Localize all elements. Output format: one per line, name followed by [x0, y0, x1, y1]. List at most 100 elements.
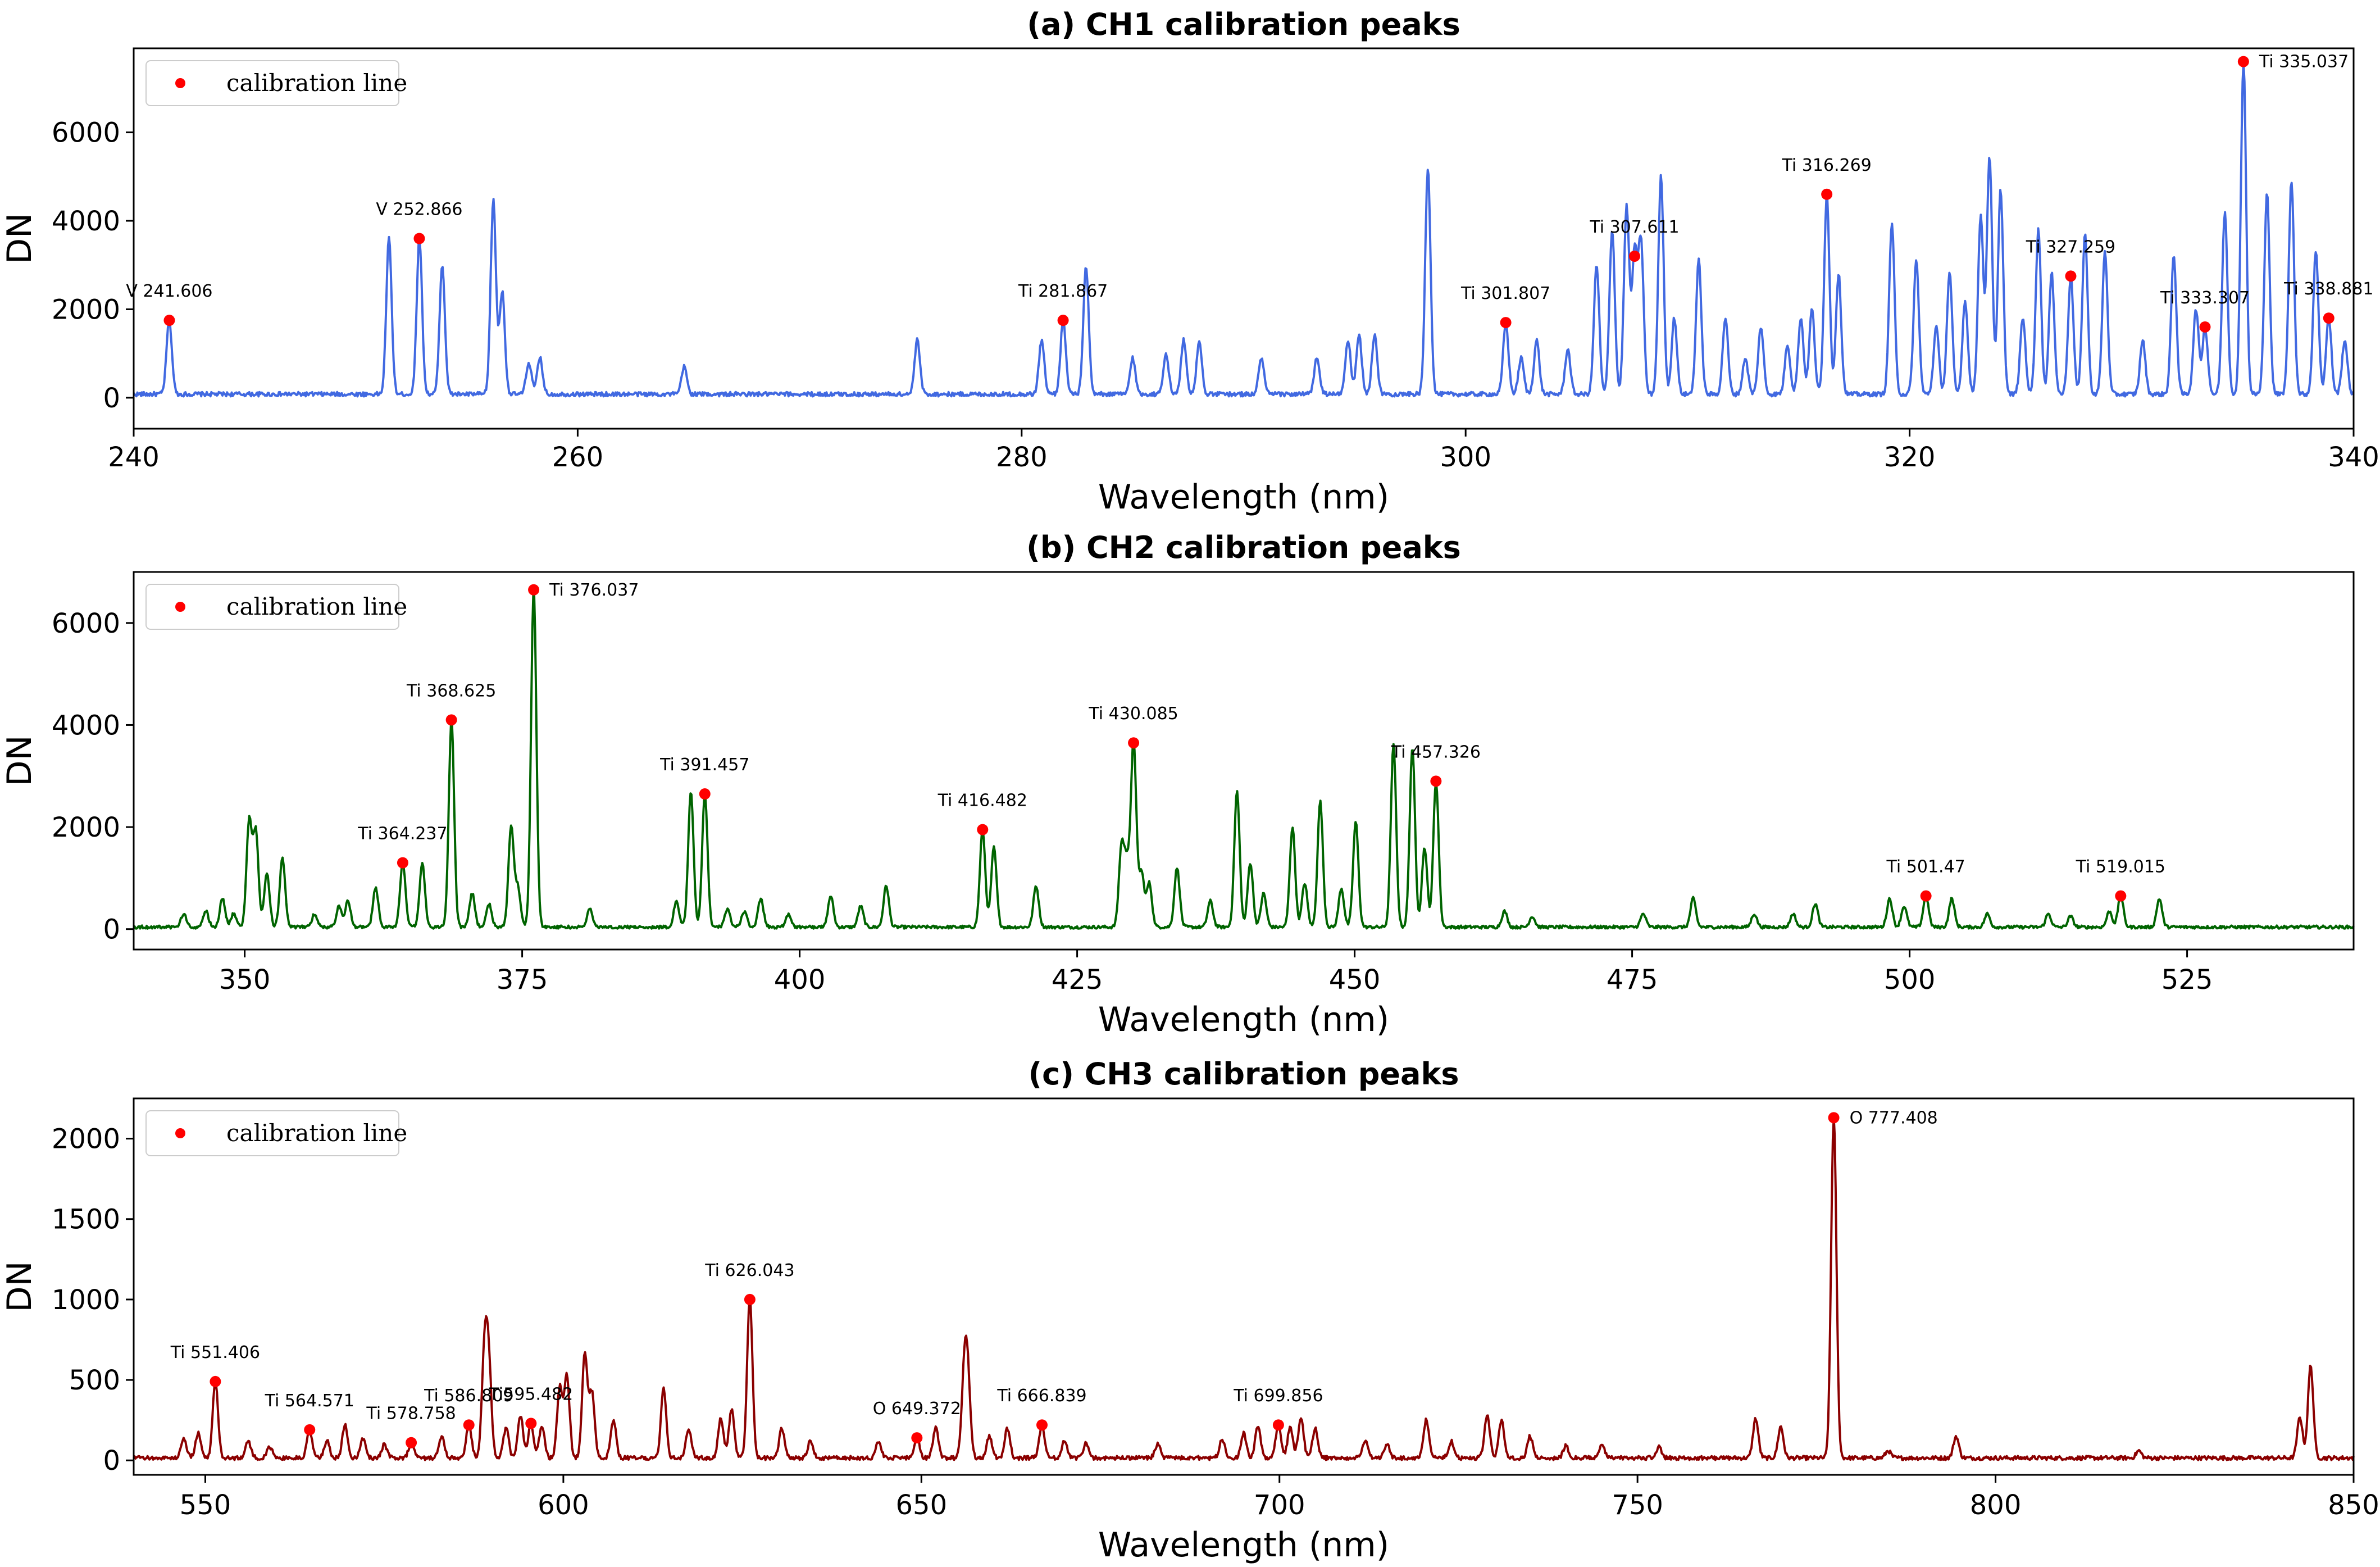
calibration-label: O 777.408	[1850, 1108, 1938, 1128]
y-tick-label: 500	[69, 1365, 120, 1396]
y-tick-label: 1500	[52, 1204, 120, 1236]
axes-frame	[133, 47, 2355, 430]
legend-label: calibration line	[226, 1119, 407, 1147]
calibration-marker	[406, 1437, 417, 1448]
x-tick-label: 600	[538, 1489, 589, 1521]
calibration-label: Ti 699.856	[1233, 1386, 1323, 1406]
calibration-marker	[1128, 737, 1140, 749]
calibration-marker	[977, 824, 989, 835]
x-tick-label: 800	[1970, 1489, 2022, 1521]
y-tick-label: 2000	[52, 294, 120, 325]
calibration-marker	[2065, 270, 2077, 282]
spectrum-line	[133, 1116, 2355, 1461]
calibration-marker	[163, 315, 175, 326]
legend-box	[145, 584, 399, 630]
x-tick-label: 260	[552, 442, 604, 473]
calibration-marker	[699, 788, 711, 800]
calibration-marker	[2115, 890, 2127, 902]
calibration-label: Ti 416.482	[938, 791, 1027, 811]
y-tick-label: 1000	[52, 1284, 120, 1316]
legend: calibration line	[145, 584, 407, 630]
calibration-marker	[1430, 775, 1442, 787]
x-tick-label: 750	[1612, 1489, 1663, 1521]
calibration-label: Ti 626.043	[704, 1261, 794, 1280]
calibration-marker	[413, 233, 425, 244]
x-tick-label: 300	[1440, 442, 1491, 473]
calibration-label: Ti 551.406	[170, 1343, 260, 1362]
calibration-label: Ti 368.625	[406, 681, 496, 701]
y-tick-label: 2000	[52, 1124, 120, 1155]
calibration-marker	[911, 1432, 923, 1444]
x-tick-label: 500	[1884, 964, 1936, 996]
calibration-marker	[525, 1418, 537, 1429]
calibration-marker	[1036, 1419, 1048, 1431]
chart-title: (a) CH1 calibration peaks	[1027, 7, 1460, 42]
legend-marker	[175, 602, 185, 612]
y-tick-label: 4000	[52, 710, 120, 741]
panel-3: (c) CH3 calibration peaks Ti 551.406 Ti 56…	[0, 1056, 2379, 1565]
calibration-label: Ti 281.867	[1018, 281, 1108, 301]
calibration-label: Ti 316.269	[1781, 156, 1871, 175]
calibration-label: V 252.866	[376, 200, 462, 220]
calibration-label: Ti 586.809	[424, 1386, 513, 1406]
legend: calibration line	[145, 60, 407, 106]
calibration-label: Ti 338.881	[2283, 279, 2373, 299]
calibration-marker	[2237, 56, 2249, 67]
y-tick-label: 6000	[52, 117, 120, 149]
x-tick-label: 550	[180, 1489, 231, 1521]
calibration-marker	[463, 1419, 475, 1431]
legend: calibration line	[145, 1110, 407, 1156]
x-axis-label: Wavelength (nm)	[1098, 1525, 1389, 1565]
legend-marker	[175, 78, 185, 88]
calibration-label: Ti 301.807	[1460, 284, 1550, 303]
x-tick-label: 650	[896, 1489, 948, 1521]
calibration-label: Ti 335.037	[2259, 52, 2349, 72]
calibration-label: Ti 391.457	[659, 755, 749, 775]
calibration-label: Ti 307.611	[1589, 217, 1679, 237]
calibration-label: Ti 501.47	[1886, 857, 1965, 877]
axes-frame	[133, 571, 2355, 951]
calibration-marker	[744, 1293, 756, 1305]
calibration-label: Ti595.482	[488, 1384, 573, 1404]
calibration-marker	[397, 857, 408, 869]
calibration-marker	[1828, 1112, 1840, 1124]
spectrum-line	[133, 593, 2355, 930]
legend-label: calibration line	[226, 69, 407, 97]
calibration-label: Ti 666.839	[996, 1386, 1086, 1406]
x-tick-label: 450	[1329, 964, 1381, 996]
y-tick-label: 4000	[52, 206, 120, 237]
calibration-marker	[2323, 312, 2335, 324]
calibration-label: Ti 327.259	[2026, 237, 2115, 257]
y-tick-label: 0	[103, 914, 120, 946]
y-axis-label: DN	[0, 213, 39, 264]
calibration-label: Ti 364.237	[357, 824, 447, 844]
y-axis-label: DN	[0, 1261, 39, 1312]
x-tick-label: 525	[2161, 964, 2213, 996]
x-tick-label: 350	[219, 964, 271, 996]
x-tick-label: 240	[108, 442, 160, 473]
calibration-marker	[445, 714, 457, 726]
spectrum-line	[133, 62, 2354, 398]
x-tick-label: 280	[996, 442, 1048, 473]
chart-title: (c) CH3 calibration peaks	[1029, 1056, 1459, 1092]
x-tick-label: 475	[1607, 964, 1658, 996]
y-axis-label: DN	[0, 735, 39, 786]
calibration-marker	[528, 584, 540, 596]
y-tick-label: 6000	[52, 608, 120, 639]
panel-2: (b) CH2 calibration peaks Ti 364.237 Ti 36…	[0, 530, 2355, 1039]
calibration-label: Ti 519.015	[2076, 857, 2165, 877]
calibration-marker	[2199, 321, 2211, 333]
calibration-label: Ti 457.326	[1391, 742, 1481, 762]
calibration-label: Ti 430.085	[1088, 704, 1178, 724]
legend-label: calibration line	[226, 593, 407, 620]
calibration-marker	[1272, 1419, 1284, 1431]
axes-frame	[133, 1097, 2355, 1476]
calibration-marker	[1500, 317, 1512, 329]
x-tick-label: 425	[1052, 964, 1103, 996]
legend-box	[145, 1110, 399, 1156]
x-tick-label: 700	[1254, 1489, 1305, 1521]
calibration-marker	[1057, 315, 1069, 326]
calibration-marker	[1821, 188, 1833, 200]
panel-1: (a) CH1 calibration peaks V 241.606 V 252.…	[0, 7, 2379, 517]
